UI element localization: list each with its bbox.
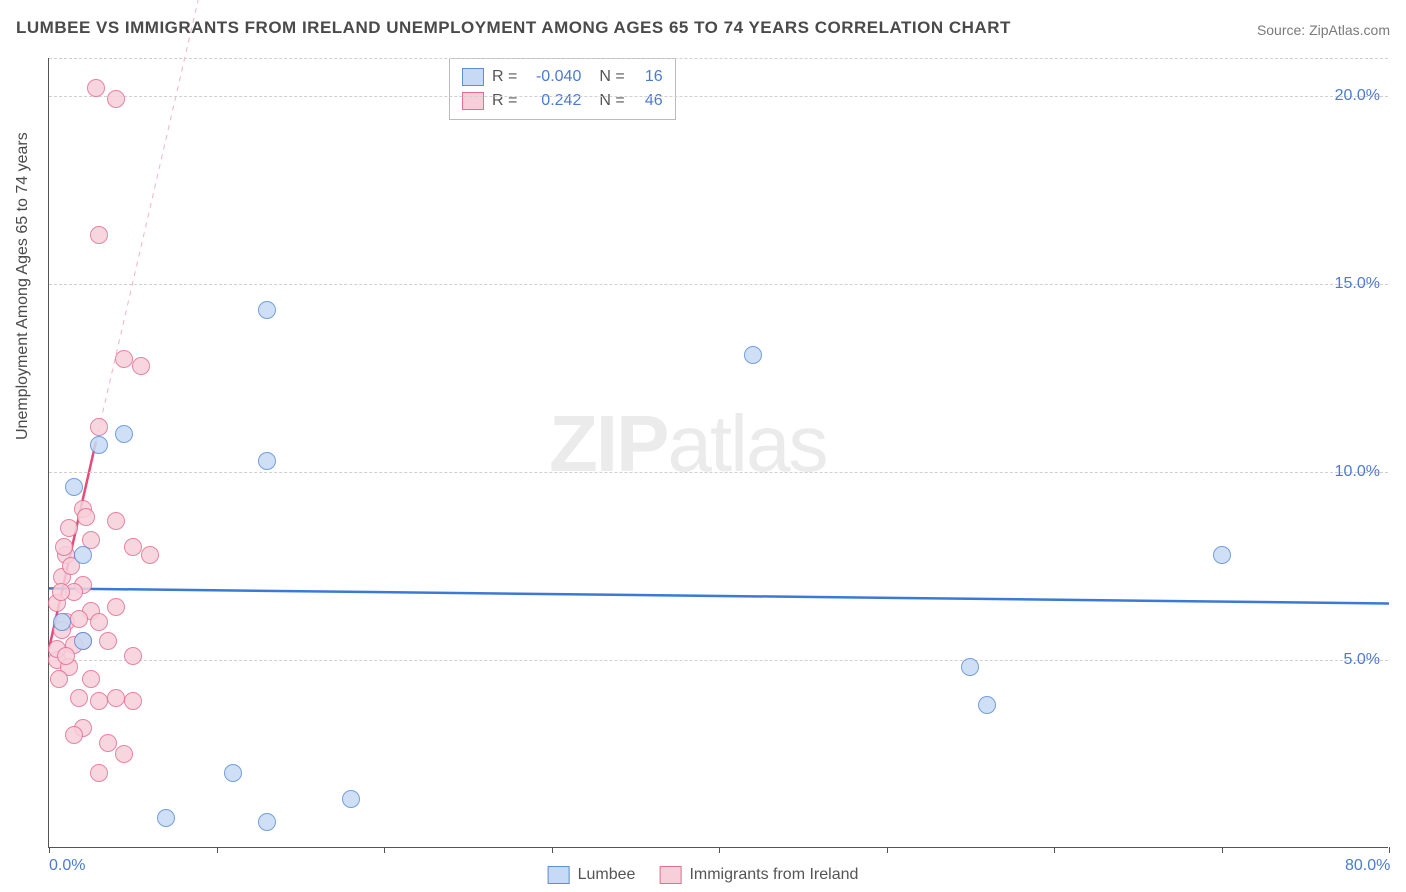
data-point <box>258 813 276 831</box>
data-point <box>99 632 117 650</box>
x-tick <box>719 847 720 853</box>
legend-swatch-icon <box>548 866 570 884</box>
data-point <box>90 613 108 631</box>
x-tick <box>1222 847 1223 853</box>
data-point <box>65 726 83 744</box>
data-point <box>258 452 276 470</box>
data-point <box>60 519 78 537</box>
data-point <box>115 350 133 368</box>
gridline <box>49 96 1388 97</box>
x-tick <box>1054 847 1055 853</box>
data-point <box>90 692 108 710</box>
data-point <box>124 692 142 710</box>
data-point <box>961 658 979 676</box>
x-tick <box>1389 847 1390 853</box>
data-point <box>1213 546 1231 564</box>
x-tick-label: 0.0% <box>49 857 85 875</box>
data-point <box>65 478 83 496</box>
data-point <box>70 689 88 707</box>
data-point <box>141 546 159 564</box>
data-point <box>57 647 75 665</box>
legend-swatch-icon <box>659 866 681 884</box>
plot-area: ZIPatlas R = -0.040 N = 16 R = 0.242 N =… <box>48 58 1388 848</box>
legend-item-lumbee: Lumbee <box>548 866 636 884</box>
data-point <box>52 583 70 601</box>
x-tick <box>552 847 553 853</box>
data-point <box>744 346 762 364</box>
y-axis-label: Unemployment Among Ages 65 to 74 years <box>14 132 32 440</box>
data-point <box>50 670 68 688</box>
legend-item-ireland: Immigrants from Ireland <box>659 866 858 884</box>
gridline <box>49 284 1388 285</box>
legend-label-lumbee: Lumbee <box>578 866 636 884</box>
data-point <box>99 734 117 752</box>
legend-label-ireland: Immigrants from Ireland <box>689 866 858 884</box>
data-point <box>90 226 108 244</box>
data-point <box>124 538 142 556</box>
y-tick-label: 5.0% <box>1344 651 1380 669</box>
data-point <box>124 647 142 665</box>
data-point <box>107 90 125 108</box>
x-tick <box>887 847 888 853</box>
gridline <box>49 58 1388 59</box>
data-point <box>55 538 73 556</box>
data-point <box>115 425 133 443</box>
gridline <box>49 472 1388 473</box>
data-point <box>82 670 100 688</box>
data-point <box>342 790 360 808</box>
data-point <box>107 598 125 616</box>
data-point <box>70 610 88 628</box>
chart-title: LUMBEE VS IMMIGRANTS FROM IRELAND UNEMPL… <box>16 18 1011 38</box>
y-tick-label: 10.0% <box>1335 463 1380 481</box>
data-point <box>53 613 71 631</box>
gridline <box>49 660 1388 661</box>
y-tick-label: 15.0% <box>1335 275 1380 293</box>
y-tick-label: 20.0% <box>1335 87 1380 105</box>
x-tick <box>217 847 218 853</box>
trend-lines <box>49 58 1388 847</box>
data-point <box>132 357 150 375</box>
data-point <box>74 632 92 650</box>
data-point <box>115 745 133 763</box>
data-point <box>74 546 92 564</box>
data-point <box>224 764 242 782</box>
data-point <box>90 418 108 436</box>
data-point <box>77 508 95 526</box>
data-point <box>258 301 276 319</box>
data-point <box>157 809 175 827</box>
source-attribution: Source: ZipAtlas.com <box>1257 22 1390 38</box>
x-tick <box>49 847 50 853</box>
data-point <box>107 689 125 707</box>
data-point <box>87 79 105 97</box>
x-tick <box>384 847 385 853</box>
series-legend: Lumbee Immigrants from Ireland <box>548 866 859 884</box>
data-point <box>107 512 125 530</box>
data-point <box>90 764 108 782</box>
data-point <box>978 696 996 714</box>
x-tick-label: 80.0% <box>1345 857 1390 875</box>
data-point <box>90 436 108 454</box>
